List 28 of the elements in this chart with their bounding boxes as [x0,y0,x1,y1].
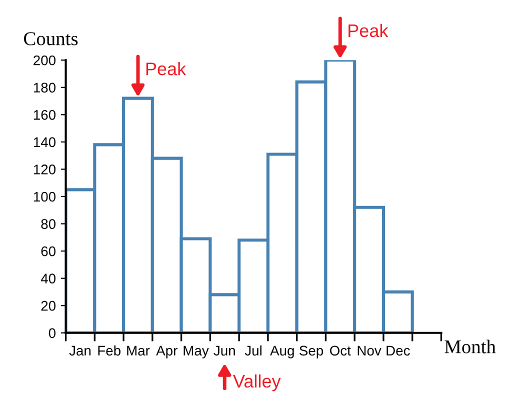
x-tick-label: Oct [330,346,351,356]
annotation: Valley [233,374,281,392]
y-tick-label: 160 [34,110,56,120]
x-tick-label: Jun [214,346,235,356]
y-tick-label: 40 [40,274,56,284]
y-tick-label: 140 [34,137,56,148]
y-tick-label: 200 [34,55,56,66]
y-tick-label: 120 [34,164,56,174]
y-tick-label: 180 [34,82,56,93]
x-tick-label: May [184,346,209,358]
x-tick-label: Nov [358,346,382,356]
annotation: Peak [146,62,186,76]
y-axis-title: Counts [24,32,78,46]
x-tick-label: Feb [98,345,120,356]
x-tick-label: Dec [386,346,410,356]
x-tick-label: Sep [300,346,324,358]
x-tick-label: Jan [69,346,91,356]
y-tick-label: 20 [41,300,56,311]
x-tick-label: Aug [270,346,294,358]
x-axis-title: Month [444,340,496,354]
annotation: Peak [348,24,388,38]
y-tick-label: 100 [34,192,56,202]
x-tick-label: Mar [127,346,150,356]
y-tick-label: 60 [41,246,56,256]
y-tick-label: 80 [41,219,56,229]
x-tick-label: Apr [156,346,178,358]
y-tick-label: 0 [48,328,56,338]
x-tick-label: Jul [244,345,262,356]
